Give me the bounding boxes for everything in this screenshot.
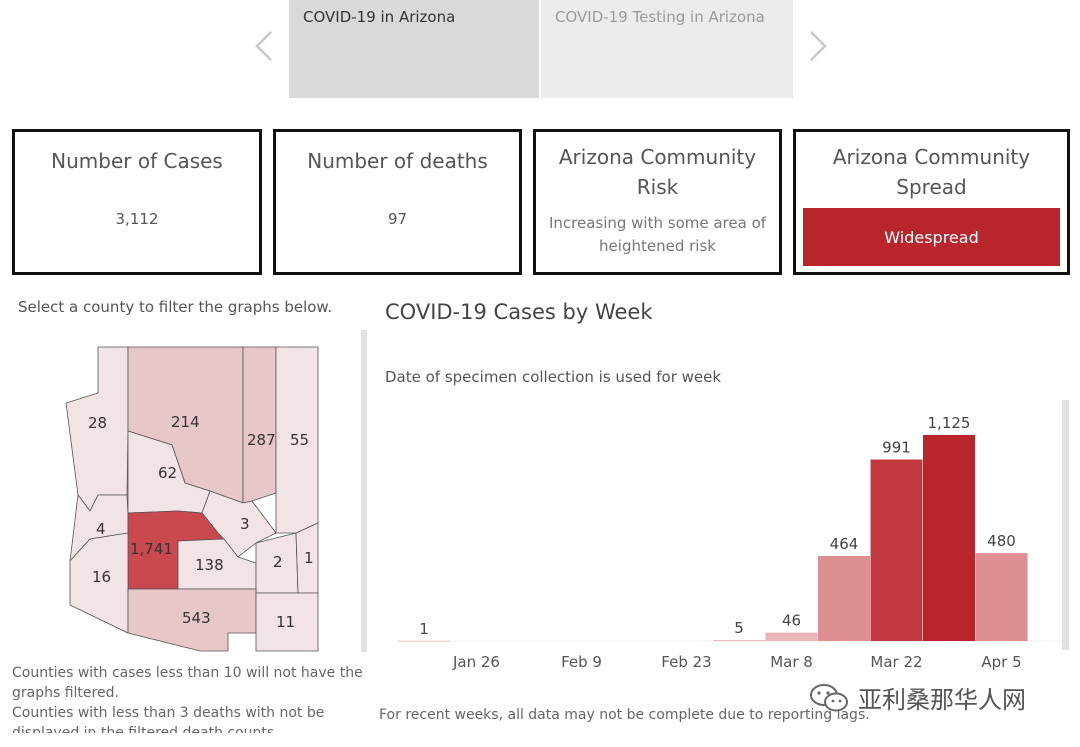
bar-mar-15[interactable] xyxy=(818,556,870,641)
bar-jan-19[interactable] xyxy=(398,640,450,642)
deaths-value: 97 xyxy=(387,210,408,228)
next-tab-button[interactable] xyxy=(798,22,838,70)
story-tabs: COVID-19 in Arizona COVID-19 Testing in … xyxy=(0,0,1080,98)
bar-data-label: 991 xyxy=(882,439,911,457)
chevron-left-icon xyxy=(255,31,272,61)
community-risk-card: Arizona Community Risk Increasing with s… xyxy=(533,129,782,275)
county-label-yuma: 16 xyxy=(92,568,111,586)
county-yuma[interactable] xyxy=(69,532,129,634)
county-label-apache: 55 xyxy=(290,431,309,449)
county-label-pima: 543 xyxy=(182,609,211,627)
map-note: Counties with cases less than 10 will no… xyxy=(12,663,367,733)
county-map: 28 214 287 55 62 3 4 1,741 138 2 1 16 54… xyxy=(60,343,322,653)
spread-title: Arizona Community Spread xyxy=(832,145,1031,199)
cases-value: 3,112 xyxy=(115,210,159,228)
bar-mar-8[interactable] xyxy=(765,632,818,641)
bar-data-label: 480 xyxy=(987,532,1016,550)
bar-mar-1[interactable] xyxy=(713,640,765,641)
x-tick-label: Mar 8 xyxy=(770,653,813,671)
deaths-title: Number of deaths xyxy=(307,149,488,173)
bar-data-label: 1 xyxy=(419,620,429,638)
county-label-cochise: 11 xyxy=(276,613,295,631)
county-label-pinal: 138 xyxy=(195,556,224,574)
county-label-la-paz: 4 xyxy=(96,520,106,538)
community-spread-card: Arizona Community Spread Widespread xyxy=(793,129,1070,275)
x-tick-label: Jan 26 xyxy=(452,653,500,671)
wechat-icon xyxy=(810,683,848,711)
county-label-gila: 3 xyxy=(240,515,250,533)
chart-subtitle: Date of specimen collection is used for … xyxy=(385,368,722,386)
county-label-navajo: 287 xyxy=(247,431,276,449)
chart-footnote: For recent weeks, all data may not be co… xyxy=(379,707,870,723)
risk-title: Arizona Community Risk xyxy=(558,145,757,199)
map-note-line: Counties with cases less than 10 will no… xyxy=(12,665,363,681)
map-instruction: Select a county to filter the graphs bel… xyxy=(18,298,333,316)
map-scrollbar[interactable] xyxy=(361,330,367,652)
bar-data-label: 46 xyxy=(782,612,801,630)
county-label-coconino: 214 xyxy=(171,413,200,431)
bar-data-label: 464 xyxy=(830,535,859,553)
deaths-card: Number of deaths 97 xyxy=(273,129,522,275)
spread-badge: Widespread xyxy=(803,208,1060,266)
bar-data-label: 1,125 xyxy=(928,414,971,432)
county-navajo[interactable] xyxy=(242,346,277,504)
map-note-line: graphs filtered. xyxy=(12,685,119,701)
cases-card: Number of Cases 3,112 xyxy=(12,129,262,275)
x-tick-label: Apr 5 xyxy=(981,653,1021,671)
bar-apr-5[interactable] xyxy=(975,553,1028,641)
bar-mar-29[interactable] xyxy=(923,435,975,641)
x-tick-label: Feb 9 xyxy=(561,653,602,671)
county-label-yavapai: 62 xyxy=(158,464,177,482)
watermark-text: 亚利桑那华人网 xyxy=(858,686,1026,714)
watermark: 亚利桑那华人网 xyxy=(808,680,1026,715)
cases-title: Number of Cases xyxy=(51,149,223,173)
chevron-right-icon xyxy=(810,31,827,61)
map-note-line: Counties with less than 3 deaths with no… xyxy=(12,705,325,721)
bar-data-label: 5 xyxy=(734,619,744,637)
risk-description: Increasing with some area of heightened … xyxy=(548,214,767,255)
chart-title: COVID-19 Cases by Week xyxy=(385,300,653,324)
cases-by-week-chart: 1 5 46 464 991 1,125 480 Jan 26 Feb 9 Feb 23 Mar 8… xyxy=(378,400,1080,690)
x-tick-label: Feb 23 xyxy=(661,653,711,671)
tab-covid-in-arizona[interactable]: COVID-19 in Arizona xyxy=(289,0,539,98)
prev-tab-button[interactable] xyxy=(244,22,284,70)
county-cochise[interactable] xyxy=(255,592,319,652)
x-tick-label: Mar 22 xyxy=(870,653,922,671)
map-note-line: displayed in the filtered death counts xyxy=(12,725,275,733)
county-label-mohave: 28 xyxy=(88,414,107,432)
tab-covid-testing[interactable]: COVID-19 Testing in Arizona xyxy=(541,0,793,98)
county-label-greenlee: 1 xyxy=(304,549,314,567)
chart-scrollbar[interactable] xyxy=(1062,400,1069,650)
bar-mar-22[interactable] xyxy=(870,459,923,642)
county-label-maricopa: 1,741 xyxy=(130,540,173,558)
county-label-graham: 2 xyxy=(273,553,283,571)
